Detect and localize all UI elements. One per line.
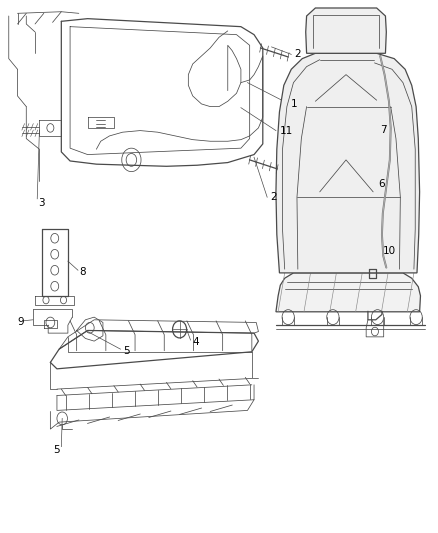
Text: 5: 5 — [124, 346, 130, 356]
Polygon shape — [276, 53, 420, 273]
Text: 3: 3 — [39, 198, 45, 207]
Text: 9: 9 — [18, 317, 24, 327]
Text: 1: 1 — [291, 99, 298, 109]
Text: 2: 2 — [271, 192, 277, 202]
Text: 7: 7 — [380, 125, 386, 134]
Text: 6: 6 — [378, 179, 385, 189]
Text: 5: 5 — [53, 445, 60, 455]
Text: 10: 10 — [383, 246, 396, 255]
Polygon shape — [306, 8, 386, 53]
Text: 4: 4 — [193, 337, 199, 347]
Text: 2: 2 — [294, 50, 301, 59]
Text: 8: 8 — [80, 267, 86, 277]
Polygon shape — [276, 273, 420, 312]
Text: 11: 11 — [279, 126, 293, 135]
